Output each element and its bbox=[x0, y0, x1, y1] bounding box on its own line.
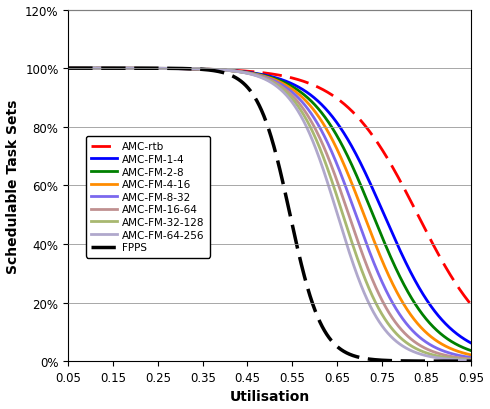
AMC-rtb bbox=[487, 321, 490, 326]
AMC-FM-64-256 bbox=[432, 355, 438, 360]
AMC-FM-4-16 bbox=[224, 69, 230, 74]
X-axis label: Utilisation: Utilisation bbox=[230, 389, 310, 403]
AMC-FM-64-256 bbox=[487, 359, 490, 364]
AMC-FM-64-256 bbox=[61, 67, 67, 72]
Line: AMC-FM-2-8: AMC-FM-2-8 bbox=[64, 69, 490, 355]
AMC-FM-4-16 bbox=[487, 355, 490, 360]
AMC-FM-1-4 bbox=[432, 310, 438, 315]
AMC-FM-32-128 bbox=[109, 67, 115, 72]
AMC-FM-4-16 bbox=[478, 355, 484, 360]
AMC-FM-16-64 bbox=[135, 67, 141, 72]
AMC-FM-4-16 bbox=[61, 67, 67, 72]
AMC-rtb bbox=[109, 67, 115, 72]
FPPS bbox=[487, 359, 490, 364]
AMC-FM-16-64 bbox=[487, 358, 490, 363]
AMC-FM-64-256 bbox=[224, 69, 230, 74]
AMC-FM-32-128 bbox=[135, 67, 141, 72]
AMC-FM-16-64 bbox=[243, 71, 248, 76]
AMC-FM-4-16 bbox=[243, 71, 248, 76]
AMC-FM-16-64 bbox=[224, 69, 230, 74]
AMC-FM-1-4 bbox=[135, 67, 141, 72]
AMC-FM-64-256 bbox=[243, 71, 248, 76]
AMC-FM-64-256 bbox=[135, 67, 141, 72]
AMC-FM-16-64 bbox=[61, 67, 67, 72]
AMC-FM-2-8 bbox=[61, 67, 67, 72]
AMC-FM-32-128 bbox=[478, 358, 484, 363]
AMC-FM-32-128 bbox=[61, 67, 67, 72]
AMC-FM-64-256 bbox=[478, 358, 484, 363]
AMC-FM-1-4 bbox=[487, 348, 490, 353]
AMC-FM-8-32 bbox=[135, 67, 141, 72]
FPPS bbox=[135, 67, 141, 72]
AMC-rtb bbox=[135, 67, 141, 72]
AMC-FM-2-8 bbox=[432, 326, 438, 331]
AMC-FM-32-128 bbox=[487, 358, 490, 363]
AMC-FM-2-8 bbox=[109, 67, 115, 72]
AMC-FM-8-32 bbox=[487, 357, 490, 362]
AMC-FM-8-32 bbox=[61, 67, 67, 72]
FPPS bbox=[109, 67, 115, 72]
AMC-FM-1-4 bbox=[109, 67, 115, 72]
AMC-rtb bbox=[478, 314, 484, 319]
AMC-rtb bbox=[224, 68, 230, 73]
AMC-FM-4-16 bbox=[432, 337, 438, 342]
Line: AMC-FM-64-256: AMC-FM-64-256 bbox=[64, 69, 490, 361]
Line: AMC-FM-4-16: AMC-FM-4-16 bbox=[64, 69, 490, 358]
FPPS bbox=[61, 67, 67, 72]
AMC-FM-1-4 bbox=[224, 69, 230, 74]
AMC-FM-16-64 bbox=[109, 67, 115, 72]
Line: AMC-rtb: AMC-rtb bbox=[64, 69, 490, 324]
AMC-FM-8-32 bbox=[109, 67, 115, 72]
AMC-FM-1-4 bbox=[478, 345, 484, 350]
AMC-rtb bbox=[432, 246, 438, 251]
AMC-FM-4-16 bbox=[109, 67, 115, 72]
FPPS bbox=[478, 359, 484, 364]
AMC-FM-16-64 bbox=[432, 350, 438, 355]
AMC-FM-64-256 bbox=[109, 67, 115, 72]
AMC-FM-2-8 bbox=[487, 353, 490, 358]
Y-axis label: Schedulable Task Sets: Schedulable Task Sets bbox=[5, 99, 20, 273]
Line: AMC-FM-16-64: AMC-FM-16-64 bbox=[64, 69, 490, 360]
Line: AMC-FM-32-128: AMC-FM-32-128 bbox=[64, 69, 490, 361]
Legend: AMC-rtb, AMC-FM-1-4, AMC-FM-2-8, AMC-FM-4-16, AMC-FM-8-32, AMC-FM-16-64, AMC-FM-: AMC-rtb, AMC-FM-1-4, AMC-FM-2-8, AMC-FM-… bbox=[86, 137, 210, 258]
AMC-FM-32-128 bbox=[243, 71, 248, 76]
AMC-FM-4-16 bbox=[135, 67, 141, 72]
AMC-FM-32-128 bbox=[224, 69, 230, 74]
AMC-FM-8-32 bbox=[243, 71, 248, 76]
Line: AMC-FM-8-32: AMC-FM-8-32 bbox=[64, 69, 490, 360]
Line: AMC-FM-1-4: AMC-FM-1-4 bbox=[64, 69, 490, 351]
AMC-rtb bbox=[243, 70, 248, 74]
FPPS bbox=[432, 359, 438, 364]
AMC-FM-8-32 bbox=[478, 356, 484, 361]
AMC-FM-32-128 bbox=[432, 353, 438, 358]
AMC-FM-2-8 bbox=[478, 351, 484, 356]
AMC-FM-16-64 bbox=[478, 357, 484, 362]
AMC-FM-2-8 bbox=[243, 71, 248, 76]
AMC-FM-2-8 bbox=[224, 69, 230, 74]
AMC-FM-1-4 bbox=[243, 70, 248, 75]
FPPS bbox=[243, 83, 248, 88]
AMC-FM-8-32 bbox=[432, 345, 438, 350]
AMC-FM-8-32 bbox=[224, 69, 230, 74]
AMC-rtb bbox=[61, 67, 67, 72]
Line: FPPS: FPPS bbox=[64, 69, 490, 361]
AMC-FM-1-4 bbox=[61, 67, 67, 72]
FPPS bbox=[224, 72, 230, 77]
AMC-FM-2-8 bbox=[135, 67, 141, 72]
